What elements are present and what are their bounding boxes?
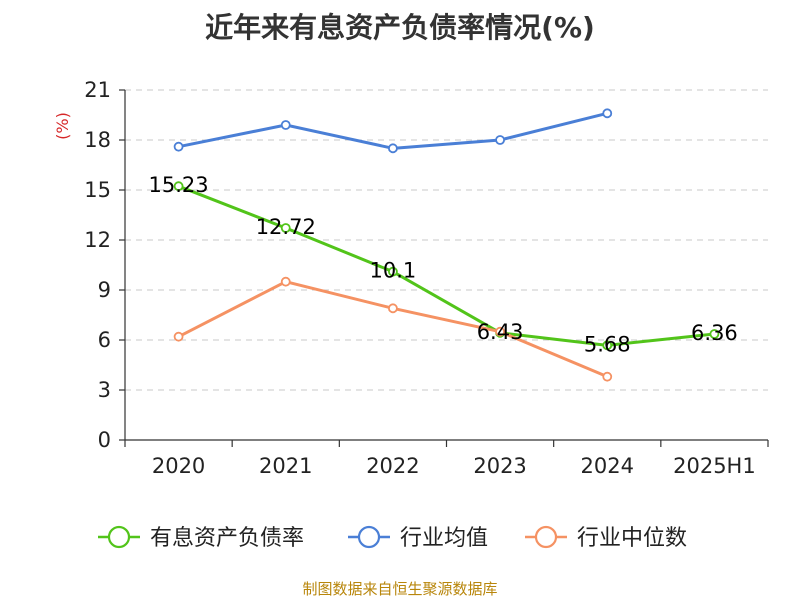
data-point [388,303,398,314]
legend-marker [107,525,131,549]
y-tick-label: 12 [84,228,111,252]
x-tick-label: 2022 [366,454,419,478]
data-point [602,371,613,382]
data-point [709,329,720,339]
legend-marker [357,525,381,549]
data-label: 12.72 [256,215,316,239]
legend-marker [534,525,558,549]
data-point [602,108,613,119]
data-label: 6.36 [691,321,738,345]
data-point [173,141,184,152]
data-point [173,181,184,192]
y-tick-label: 0 [98,428,111,452]
data-point [280,120,291,130]
x-tick-label: 2023 [473,454,526,478]
data-point [495,135,505,145]
data-label: 5.68 [584,332,631,356]
y-tick-label: 6 [98,328,111,352]
legend: 有息资产负债率 行业均值 行业中位数 [98,525,687,551]
y-axis-unit: (%) [53,112,72,140]
x-tick-label: 2020 [152,454,205,478]
series-line [177,280,608,379]
y-tick-label: 21 [84,78,111,102]
data-point [495,326,505,337]
y-tick-label: 18 [84,128,111,152]
axes: 0 3 6 9 12 15 18 21 2020 2021 2022 2023 2024 2025H1 (%… [53,78,769,478]
data-label: 6.43 [477,320,524,344]
x-tick-label: 2025H1 [673,454,756,478]
y-tick-label: 9 [98,278,111,302]
series-lines [173,108,720,382]
data-point [388,266,398,277]
series-line [178,111,608,150]
y-tick-label: 3 [98,378,111,402]
legend-label: 有息资产负债率 [150,526,304,551]
grid-lines [125,89,768,391]
legend-label: 行业均值 [400,526,488,551]
data-point [173,331,184,342]
chart-title: 近年来有息资产负债率情况(%) [205,11,595,44]
data-point [280,223,291,233]
data-point [280,276,291,287]
x-tick-label: 2021 [259,454,312,478]
source-note: 制图数据来自恒生聚源数据库 [302,580,498,598]
data-point [602,340,613,351]
y-tick-label: 15 [84,178,111,202]
series-line [178,184,715,347]
data-label: 15.23 [149,173,209,197]
data-point [388,143,398,154]
data-label: 10.1 [370,259,417,283]
data-labels: 15.23 12.72 10.1 6.43 5.68 6.36 [149,173,738,356]
x-tick-label: 2024 [581,454,634,478]
legend-label: 行业中位数 [577,526,687,551]
